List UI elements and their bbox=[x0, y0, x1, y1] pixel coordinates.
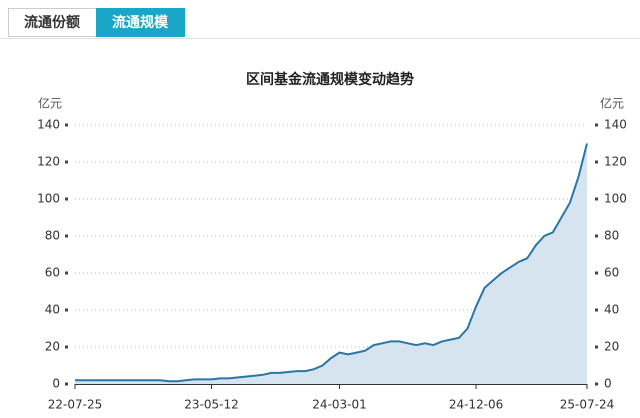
y2-axis-label: 亿元 bbox=[600, 96, 624, 111]
x-tick-label: 25-07-24 bbox=[560, 398, 614, 412]
y-tick-label: 0 bbox=[52, 377, 60, 391]
y-tick-mark bbox=[65, 345, 68, 349]
x-tick-label: 24-12-06 bbox=[449, 398, 503, 412]
y-axis-label: 亿元 bbox=[38, 96, 62, 111]
y2-tick-label: 80 bbox=[604, 229, 619, 243]
y-tick-mark bbox=[65, 197, 68, 201]
y-tick-label: 120 bbox=[37, 155, 60, 169]
y-tick-label: 80 bbox=[45, 229, 60, 243]
y2-tick-mark bbox=[595, 160, 598, 164]
tab-label[interactable]: 流通份额 bbox=[24, 14, 80, 31]
y2-tick-label: 40 bbox=[604, 303, 619, 317]
y2-tick-mark bbox=[595, 382, 598, 386]
y2-tick-label: 20 bbox=[604, 340, 619, 354]
y2-tick-mark bbox=[595, 234, 598, 238]
y-tick-label: 40 bbox=[45, 303, 60, 317]
x-tick-label: 22-07-25 bbox=[48, 398, 102, 412]
y2-tick-mark bbox=[595, 308, 598, 312]
y2-tick-label: 100 bbox=[604, 192, 627, 206]
y2-tick-label: 0 bbox=[604, 377, 612, 391]
y2-tick-mark bbox=[595, 345, 598, 349]
y-tick-mark bbox=[65, 271, 68, 275]
y-tick-mark bbox=[65, 382, 68, 386]
y2-tick-label: 140 bbox=[604, 118, 627, 132]
area bbox=[75, 143, 587, 384]
x-tick-label: 24-03-01 bbox=[312, 398, 366, 412]
y-tick-mark bbox=[65, 160, 68, 164]
y-tick-label: 20 bbox=[45, 340, 60, 354]
line bbox=[75, 143, 588, 383]
y2-tick-label: 60 bbox=[604, 266, 619, 280]
y-tick-label: 140 bbox=[37, 118, 60, 132]
tab-label[interactable]: 流通规模 bbox=[112, 14, 169, 31]
x-tick-label: 23-05-12 bbox=[184, 398, 238, 412]
y2-tick-mark bbox=[595, 123, 598, 127]
y-tick-mark bbox=[65, 308, 68, 312]
y-tick-label: 100 bbox=[37, 192, 60, 206]
y-tick-mark bbox=[65, 234, 68, 238]
chart-title: 区间基金流通规模变动趋势 bbox=[246, 71, 414, 88]
tab[interactable] bbox=[96, 8, 185, 37]
y-tick-label: 60 bbox=[45, 266, 60, 280]
y2-tick-label: 120 bbox=[604, 155, 627, 169]
y2-tick-mark bbox=[595, 271, 598, 275]
y-tick-mark bbox=[65, 123, 68, 127]
y2-tick-mark bbox=[595, 197, 598, 201]
